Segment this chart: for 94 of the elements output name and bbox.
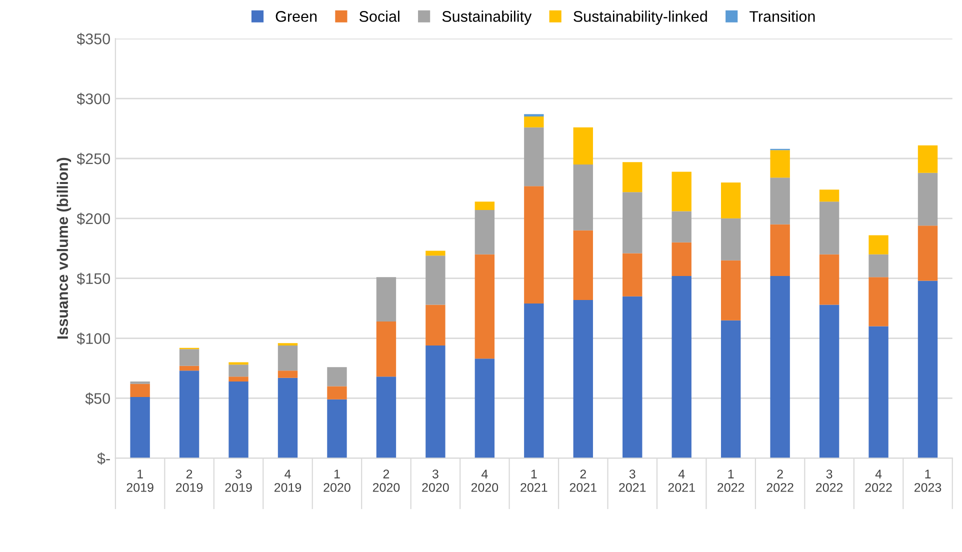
x-tick-label: 3 2022 — [816, 470, 843, 492]
bar — [278, 378, 298, 458]
bar — [622, 296, 642, 458]
bar — [228, 364, 248, 377]
x-tick-label: 2 2022 — [766, 470, 794, 492]
bar — [868, 326, 888, 458]
bar — [868, 235, 888, 254]
bar — [720, 218, 741, 260]
bar — [327, 367, 347, 386]
y-axis-title: Issuance volume (billion) — [56, 158, 72, 339]
x-tick-label: 2 2019 — [176, 470, 203, 492]
bar — [918, 280, 938, 458]
bar — [622, 192, 642, 254]
x-tick-label: 1 2020 — [324, 470, 350, 492]
y-tick-label: $200 — [76, 212, 110, 226]
bar — [228, 381, 248, 458]
y-tick-label: $- — [97, 452, 110, 465]
x-tick-label: 1 2023 — [914, 470, 942, 492]
bar — [819, 304, 840, 458]
y-tick-label: $350 — [76, 32, 110, 46]
bar — [720, 320, 741, 458]
x-tick-label: 4 2020 — [471, 470, 498, 492]
y-tick-label: $250 — [76, 152, 110, 166]
bar — [819, 254, 840, 305]
bar — [474, 254, 495, 359]
x-tick-label: 4 2019 — [274, 470, 302, 492]
bar — [770, 178, 790, 224]
bar — [720, 182, 741, 218]
bar — [426, 304, 446, 346]
bar — [474, 358, 495, 458]
legend-label: Sustainability — [442, 10, 532, 25]
bar — [474, 202, 495, 210]
x-tick-label: 3 2021 — [619, 470, 646, 492]
bar — [720, 260, 741, 320]
bar — [426, 345, 446, 458]
bar — [327, 386, 347, 400]
x-tick-label: 1 2022 — [718, 470, 744, 492]
bar — [130, 384, 150, 398]
bar — [918, 172, 938, 226]
legend-label: Transition — [750, 10, 815, 22]
bar — [524, 116, 544, 128]
bar — [130, 397, 150, 458]
bar — [573, 300, 593, 458]
bar — [179, 366, 200, 371]
bar — [918, 226, 938, 281]
x-tick-label: 4 2021 — [668, 470, 695, 492]
bar — [130, 381, 150, 384]
y-tick-label: $100 — [76, 332, 110, 345]
legend-label: Sustainability-linked — [574, 10, 707, 25]
x-tick-label: 2 2021 — [570, 470, 596, 492]
bar — [524, 114, 544, 117]
bar — [524, 186, 544, 304]
bar — [524, 304, 544, 458]
y-tick-label: $150 — [76, 272, 110, 285]
x-tick-label: 3 2019 — [225, 470, 252, 492]
bar — [179, 349, 200, 366]
bar — [573, 230, 593, 300]
bar — [376, 322, 396, 377]
bar — [868, 254, 888, 278]
bar — [672, 242, 692, 276]
x-tick-label: 4 2022 — [865, 470, 892, 492]
bar — [770, 276, 790, 458]
bar — [819, 190, 840, 202]
bar — [573, 127, 593, 164]
legend-label: Social — [359, 10, 400, 22]
x-tick-label: 1 2019 — [126, 470, 154, 492]
bar — [376, 277, 396, 322]
bar — [228, 376, 248, 382]
y-tick-label: $300 — [76, 92, 110, 106]
bar — [426, 256, 446, 305]
y-tick-label: $50 — [85, 392, 110, 405]
legend-label: Green — [276, 11, 317, 22]
bar — [376, 376, 396, 458]
bar — [474, 210, 495, 254]
bar — [868, 277, 888, 326]
x-tick-label: 1 2021 — [520, 470, 548, 492]
bar — [918, 145, 938, 173]
bar — [622, 162, 642, 192]
bar — [770, 224, 790, 276]
bar — [327, 399, 347, 458]
bar — [770, 150, 790, 178]
bar — [426, 250, 446, 256]
bar — [278, 345, 298, 371]
bar — [179, 370, 200, 458]
bar — [672, 276, 692, 458]
x-tick-label: 3 2020 — [422, 470, 449, 492]
bar — [672, 172, 692, 212]
bar — [278, 370, 298, 378]
bar — [573, 164, 593, 230]
x-tick-label: 2 2020 — [372, 470, 400, 492]
bar — [622, 253, 642, 296]
bar — [819, 202, 840, 254]
bar — [524, 127, 544, 186]
bar — [672, 211, 692, 242]
